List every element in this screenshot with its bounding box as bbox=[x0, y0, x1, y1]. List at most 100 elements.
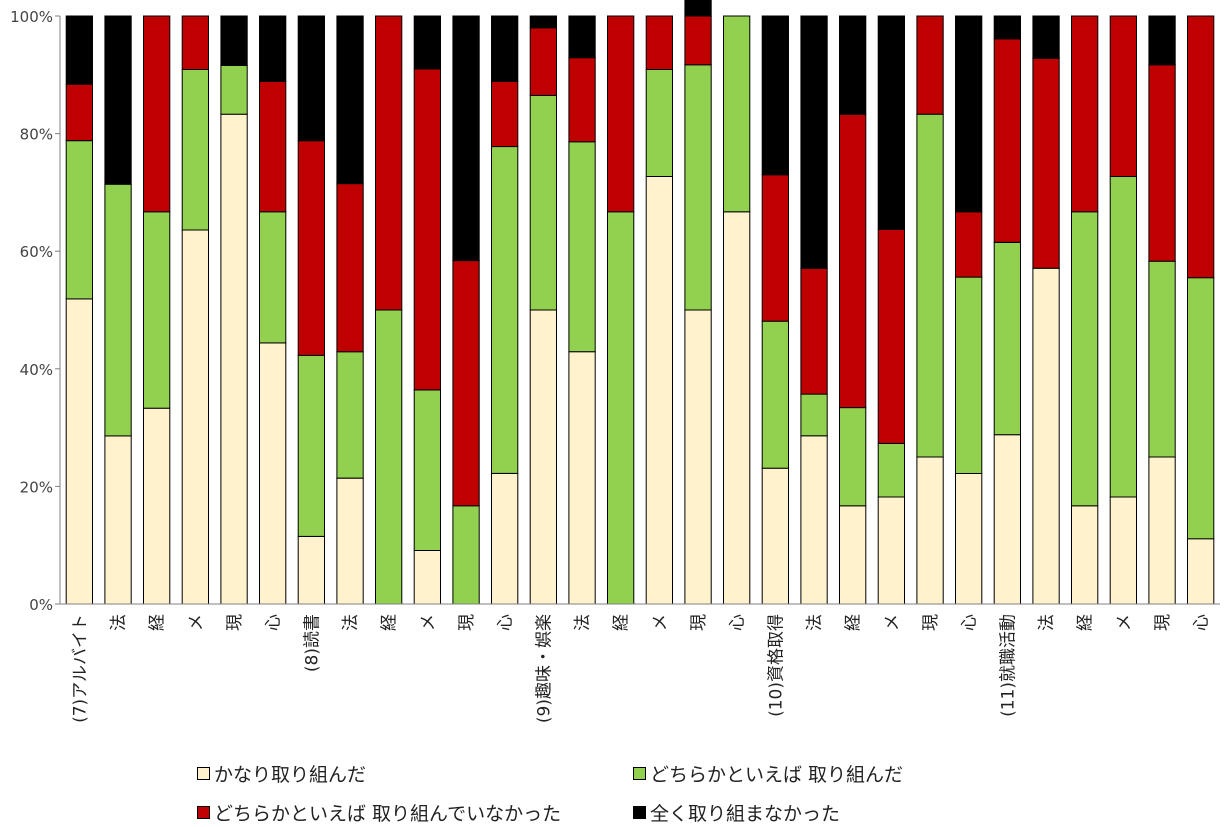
bar-segment bbox=[1148, 15, 1176, 66]
bar-segment bbox=[452, 15, 480, 262]
bar-segment bbox=[491, 473, 519, 605]
bar-segment bbox=[529, 15, 558, 29]
bar-segment bbox=[1109, 15, 1137, 177]
bar-segment bbox=[684, 64, 712, 311]
x-tick-label: 心 bbox=[264, 614, 284, 631]
x-tick-label: 現 bbox=[457, 614, 477, 631]
y-tick-label: 20% bbox=[20, 478, 53, 496]
bar-segment bbox=[1071, 211, 1099, 507]
bar-segment bbox=[1148, 260, 1176, 458]
bar-segment bbox=[839, 113, 867, 409]
bar-segment bbox=[336, 477, 364, 605]
bar-segment bbox=[65, 298, 93, 605]
x-tick-label: 法 bbox=[1037, 614, 1057, 631]
x-tick-label: メ bbox=[186, 614, 206, 631]
bar-segment bbox=[916, 113, 944, 458]
x-tick-label: 経 bbox=[612, 614, 632, 631]
bar-segment bbox=[645, 69, 674, 177]
x-tick-label: 法 bbox=[341, 614, 361, 631]
legend-label-0: かなり取り組んだ bbox=[214, 764, 367, 786]
x-tick-label: 心 bbox=[1192, 614, 1212, 631]
bar-segment bbox=[916, 15, 944, 115]
bar-segment bbox=[1148, 456, 1176, 605]
x-tick-label: 法 bbox=[109, 614, 129, 631]
bar-segment bbox=[1187, 15, 1215, 279]
bar-segment bbox=[955, 211, 983, 278]
bar-segment bbox=[104, 435, 132, 605]
x-tick-label: 経 bbox=[1076, 614, 1096, 631]
bar-segment bbox=[916, 456, 944, 605]
bar-segment bbox=[452, 505, 480, 605]
legend-item-3: 全く取り組まなかった bbox=[633, 799, 840, 826]
bar-segment bbox=[877, 15, 906, 230]
x-tick-label: メ bbox=[650, 614, 670, 631]
bar-segment bbox=[297, 140, 326, 356]
x-tick-label: メ bbox=[418, 614, 438, 631]
bar-segment bbox=[297, 535, 326, 605]
bar-segment bbox=[993, 434, 1022, 605]
bar-segment bbox=[259, 15, 287, 82]
bar-segment bbox=[529, 309, 558, 605]
bar-segment bbox=[529, 27, 558, 96]
x-tick-label: 現 bbox=[921, 614, 941, 631]
y-tick-label: 80% bbox=[20, 126, 53, 144]
bar-segment bbox=[993, 241, 1022, 436]
y-tick-label: 40% bbox=[20, 361, 53, 379]
x-tick-label: (7)アルバイト bbox=[70, 614, 90, 723]
bar-segment bbox=[645, 176, 674, 605]
bar-segment bbox=[181, 69, 209, 231]
legend-label-1: どちらかといえば 取り組んだ bbox=[650, 764, 904, 786]
legend-label-2: どちらかといえば 取り組んでいなかった bbox=[214, 803, 562, 825]
bar-segment bbox=[1032, 15, 1060, 59]
bar-segment bbox=[839, 407, 867, 507]
bar-segment bbox=[800, 393, 828, 437]
x-axis: (7)アルバイト 法 経 メ 現 心 (8)読書 法 経 メ 現 心 (9)趣味・娯楽 法 経 メ 現 心 (10)… bbox=[60, 603, 1220, 723]
y-tick-label: 100% bbox=[10, 8, 53, 26]
bar-segment bbox=[259, 342, 287, 605]
bar-segment bbox=[1032, 267, 1060, 605]
legend-item-1: どちらかといえば 取り組んだ bbox=[633, 760, 903, 787]
bar-segment bbox=[104, 183, 132, 437]
x-tick-label: 経 bbox=[380, 614, 400, 631]
bar-segment bbox=[568, 57, 596, 143]
bar-segment bbox=[220, 113, 248, 605]
bar-segment bbox=[1148, 64, 1176, 262]
bar-segment bbox=[800, 15, 828, 269]
bars bbox=[65, 0, 1215, 605]
bar-segment bbox=[761, 320, 790, 469]
x-tick-label: 経 bbox=[148, 614, 168, 631]
legend-swatch-3 bbox=[633, 806, 646, 819]
bar-segment bbox=[607, 15, 635, 213]
bar-segment bbox=[723, 211, 751, 605]
legend-swatch-0 bbox=[197, 767, 210, 780]
bar-segment bbox=[568, 351, 596, 605]
bar-segment bbox=[645, 15, 674, 70]
bar-segment bbox=[684, 15, 712, 66]
bar-segment bbox=[684, 309, 712, 605]
bar-segment bbox=[761, 15, 790, 176]
x-tick-label: 現 bbox=[225, 614, 245, 631]
y-tick-label: 60% bbox=[20, 243, 53, 261]
legend-label-3: 全く取り組まなかった bbox=[650, 803, 841, 825]
bar-segment bbox=[1071, 505, 1099, 605]
bar-segment bbox=[65, 83, 93, 142]
bar-segment bbox=[955, 276, 983, 474]
x-tick-label: 法 bbox=[573, 614, 593, 631]
bar-segment bbox=[993, 15, 1022, 40]
bar-segment bbox=[568, 141, 596, 353]
bar-segment bbox=[993, 38, 1022, 243]
bar-segment bbox=[297, 15, 326, 142]
x-tick-label: 心 bbox=[496, 614, 516, 631]
legend-item-0: かなり取り組んだ bbox=[197, 760, 366, 787]
bar-segment bbox=[800, 267, 828, 395]
bar-segment bbox=[336, 183, 364, 353]
bar-segment bbox=[413, 68, 442, 391]
bar-segment bbox=[684, 0, 712, 17]
x-tick-label: (9)趣味・娯楽 bbox=[534, 614, 554, 723]
bar-segment bbox=[375, 15, 403, 311]
bar-segment bbox=[65, 140, 93, 300]
bar-segment bbox=[491, 80, 519, 148]
bar-segment bbox=[568, 15, 596, 59]
bar-segment bbox=[336, 351, 364, 479]
